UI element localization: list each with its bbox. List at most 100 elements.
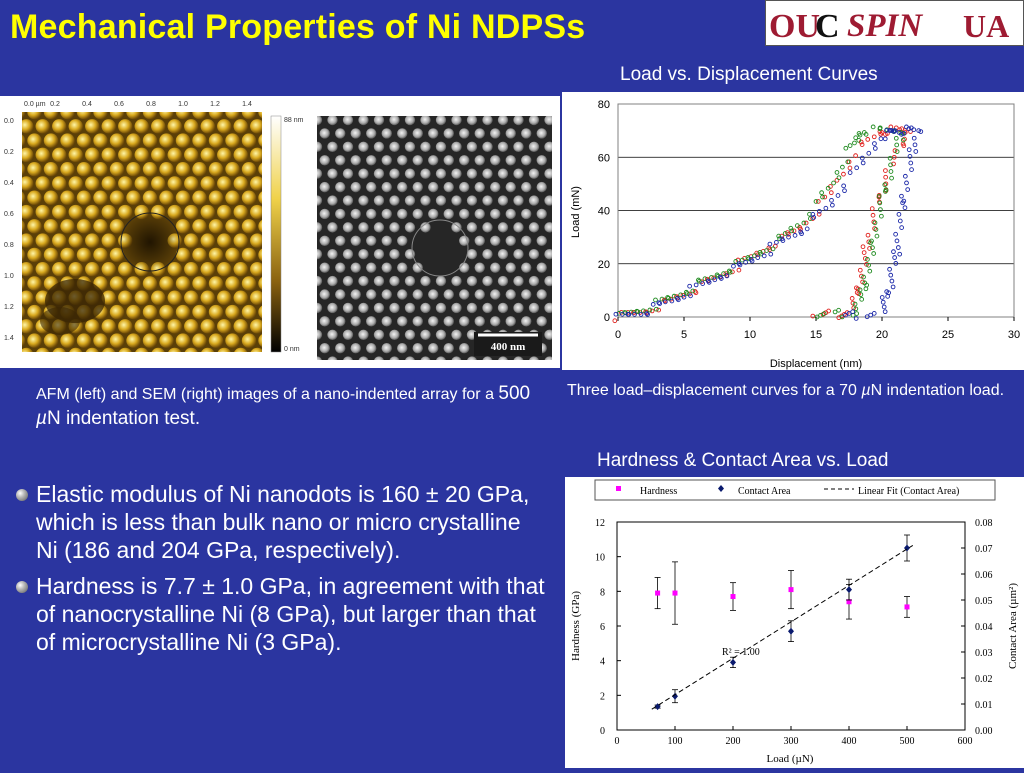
lvd-data-point [861, 161, 865, 165]
lvd-x-tick-label: 10 [744, 329, 756, 341]
hca-left-tick-label: 2 [600, 691, 605, 702]
hca-right-tick-label: 0.05 [975, 596, 993, 607]
afm-y-tick-label: 0.4 [4, 180, 14, 187]
bullet-text: Elastic modulus of Ni nanodots is 160 ± … [36, 481, 529, 563]
hca-right-tick-label: 0.00 [975, 726, 993, 737]
hardness-point [730, 583, 736, 611]
lvd-data-point [848, 166, 852, 170]
lvd-data-point [836, 194, 840, 198]
hardness-point [672, 562, 678, 624]
contact-area-point [788, 621, 794, 642]
lvd-data-point [842, 184, 846, 188]
sem-scale-bar-label: 400 nm [491, 341, 526, 353]
logo-text-ua: UA [963, 8, 1009, 44]
hardness-contact-area-title: Hardness & Contact Area vs. Load [597, 450, 889, 472]
lvd-data-point [830, 198, 834, 202]
lvd-caption-prefix: Three load–displacement curves for a 70 [567, 382, 861, 399]
lvd-data-point [883, 183, 887, 187]
lvd-data-point [903, 174, 907, 178]
lvd-data-point [769, 252, 773, 256]
lvd-series-curve [614, 125, 923, 320]
lvd-data-point [833, 310, 837, 314]
afm-scale-top: 88 nm [284, 117, 304, 124]
load-displacement-title: Load vs. Displacement Curves [620, 64, 878, 86]
lvd-data-point [889, 170, 893, 174]
lvd-data-point [860, 297, 864, 301]
lvd-data-point [841, 165, 845, 169]
lvd-data-point [848, 171, 852, 175]
lvd-data-point [881, 300, 885, 304]
lvd-data-point [888, 267, 892, 271]
afm-y-tick-label: 0.8 [4, 242, 14, 249]
lvd-data-point [873, 147, 877, 151]
lvd-data-point [864, 287, 868, 291]
lvd-data-point [862, 251, 866, 255]
lvd-y-tick-label: 80 [598, 99, 610, 111]
hca-x-tick-label: 400 [842, 736, 857, 747]
hardness-contact-area-plot: Hardness Contact Area Linear Fit (Contac… [565, 477, 1024, 768]
lvd-data-point [906, 188, 910, 192]
lvd-data-point [762, 254, 766, 258]
lvd-data-point [830, 203, 834, 207]
lvd-data-point [912, 136, 916, 140]
afm-y-tick-label: 1.4 [4, 335, 14, 342]
lvd-caption-mu: µ [861, 382, 870, 399]
logo-text-ou: OU [769, 8, 820, 45]
hca-x-tick-label: 200 [726, 736, 741, 747]
lvd-data-point [882, 305, 886, 309]
logo-graphic: OU C SPIN UA [765, 0, 1024, 46]
lvd-data-point [732, 264, 736, 268]
lvd-data-point [872, 252, 876, 256]
lvd-x-tick-label: 0 [615, 329, 621, 341]
afm-sem-caption: AFM (left) and SEM (right) images of a n… [36, 382, 536, 432]
lvd-data-point [737, 268, 741, 272]
lvd-data-point [893, 256, 897, 260]
hca-right-tick-label: 0.02 [975, 674, 993, 685]
bullet-dot-icon [16, 489, 28, 501]
lvd-data-point [654, 298, 658, 302]
lvd-data-point [884, 169, 888, 173]
lvd-data-point [843, 189, 847, 193]
lvd-data-point [909, 161, 913, 165]
legend-hardness-label: Hardness [640, 486, 677, 497]
lvd-data-point [832, 181, 836, 185]
lvd-data-point [898, 252, 902, 256]
hardness-point [788, 571, 794, 609]
oucspin-ua-logo: OU C SPIN UA [765, 0, 1024, 46]
hardness-point [904, 597, 910, 618]
contact-area-point [730, 657, 736, 667]
afm-y-tick-label: 0.2 [4, 149, 14, 156]
afm-x-tick-label: 0.8 [146, 101, 156, 108]
lvd-data-point [910, 168, 914, 172]
lvd-data-point [866, 233, 870, 237]
hca-right-axis-label: Contact Area (µm²) [1007, 583, 1019, 669]
lvd-caption-suffix: N indentation load. [871, 382, 1004, 399]
lvd-data-point [860, 156, 864, 160]
lvd-data-point [868, 269, 872, 273]
lvd-x-tick-label: 15 [810, 329, 822, 341]
afm-y-ticks: 0.00.20.40.60.81.01.21.4 [4, 118, 14, 342]
hca-right-tick-label: 0.04 [975, 622, 993, 633]
lvd-data-point [883, 137, 887, 141]
lvd-data-point [844, 146, 848, 150]
lvd-data-point [894, 136, 898, 140]
lvd-data-point [898, 219, 902, 223]
lvd-data-point [895, 239, 899, 243]
afm-x-tick-label: 0.6 [114, 101, 124, 108]
hca-left-axis-label: Hardness (GPa) [570, 591, 582, 661]
lvd-data-point [871, 125, 875, 129]
load-displacement-caption: Three load–displacement curves for a 70 … [567, 379, 1022, 403]
lvd-data-point [872, 135, 876, 139]
hca-x-tick-label: 500 [900, 736, 915, 747]
lvd-data-point [875, 234, 879, 238]
sem-image [312, 115, 560, 368]
afm-x-tick-label: 0.4 [82, 101, 92, 108]
afm-y-tick-label: 1.0 [4, 273, 14, 280]
hca-right-tick-label: 0.08 [975, 518, 993, 529]
lvd-data-point [900, 226, 904, 230]
lvd-data-point [853, 141, 857, 145]
hca-left-tick-label: 10 [595, 553, 605, 564]
afm-height-scale [271, 116, 281, 352]
